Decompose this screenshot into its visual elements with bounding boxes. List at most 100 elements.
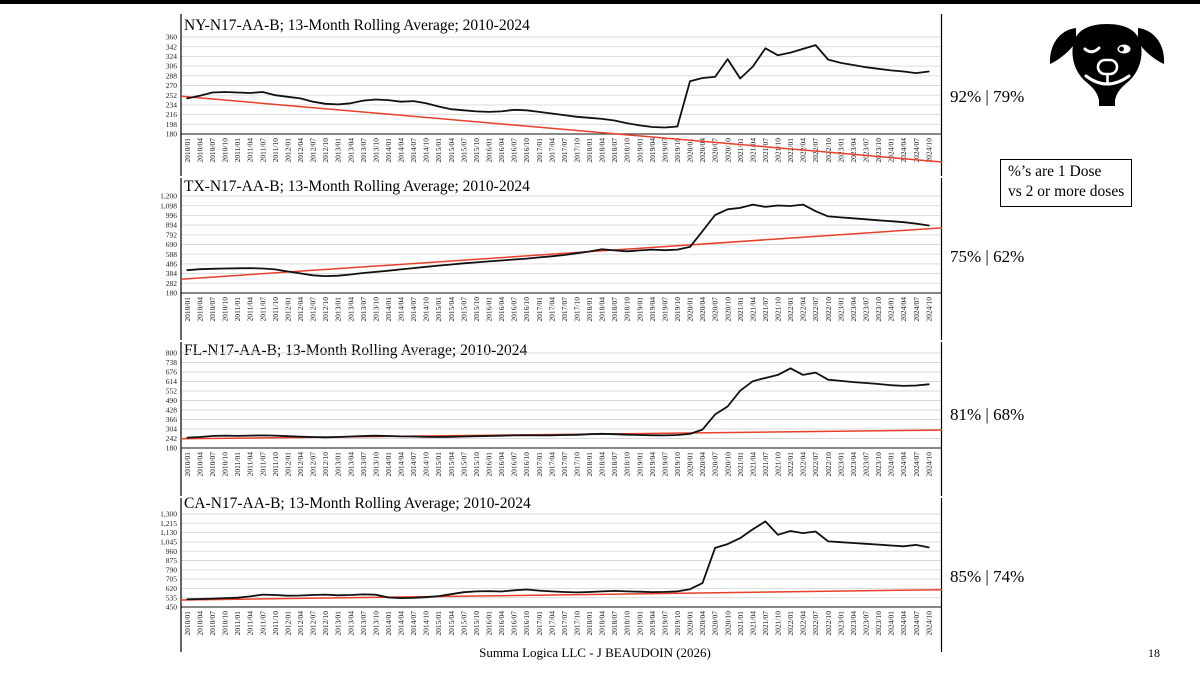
x-tick-label: 2022/10 bbox=[824, 138, 833, 163]
y-tick-label: 1,045 bbox=[160, 538, 177, 547]
x-tick-label: 2019/04 bbox=[648, 611, 657, 636]
x-tick-label: 2014/01 bbox=[384, 297, 393, 322]
x-tick-label: 2014/07 bbox=[409, 452, 418, 477]
x-tick-label: 2016/04 bbox=[497, 452, 506, 477]
x-tick-label: 2015/07 bbox=[459, 452, 468, 477]
x-tick-label: 2022/04 bbox=[799, 611, 808, 636]
x-tick-label: 2020/10 bbox=[723, 611, 732, 636]
y-tick-label: 588 bbox=[166, 250, 178, 259]
x-tick-label: 2019/04 bbox=[648, 138, 657, 163]
chart-title-ny: NY-N17-AA-B; 13-Month Rolling Average; 2… bbox=[184, 17, 530, 34]
x-tick-label: 2017/10 bbox=[572, 611, 581, 636]
x-tick-label: 2013/10 bbox=[371, 297, 380, 322]
x-tick-label: 2017/04 bbox=[547, 297, 556, 322]
x-tick-label: 2023/10 bbox=[874, 611, 883, 636]
x-tick-label: 2012/10 bbox=[321, 611, 330, 636]
percent-label-ny: 92% | 79% bbox=[950, 87, 1025, 106]
y-tick-label: 996 bbox=[166, 211, 178, 220]
x-tick-label: 2021/10 bbox=[774, 297, 783, 322]
chart-title-tx: TX-N17-AA-B; 13-Month Rolling Average; 2… bbox=[184, 178, 530, 195]
x-tick-label: 2023/07 bbox=[861, 138, 870, 163]
x-tick-label: 2016/04 bbox=[497, 297, 506, 322]
x-tick-label: 2014/04 bbox=[397, 138, 406, 163]
x-tick-label: 2023/04 bbox=[849, 297, 858, 322]
x-tick-label: 2021/07 bbox=[761, 452, 770, 477]
x-tick-label: 2015/10 bbox=[472, 138, 481, 163]
x-tick-label: 2015/10 bbox=[472, 452, 481, 477]
x-tick-label: 2011/10 bbox=[271, 452, 280, 477]
x-tick-label: 2012/10 bbox=[321, 297, 330, 322]
x-tick-label: 2012/07 bbox=[309, 297, 318, 322]
trend-line bbox=[180, 588, 943, 601]
x-tick-label: 2017/07 bbox=[560, 138, 569, 163]
y-tick-label: 552 bbox=[166, 387, 178, 396]
y-tick-label: 428 bbox=[166, 406, 178, 415]
x-tick-label: 2018/04 bbox=[598, 297, 607, 322]
x-tick-label: 2018/01 bbox=[585, 138, 594, 163]
x-tick-label: 2023/01 bbox=[836, 138, 845, 163]
x-tick-label: 2023/07 bbox=[861, 611, 870, 636]
y-tick-label: 790 bbox=[166, 565, 178, 574]
x-tick-label: 2024/04 bbox=[899, 611, 908, 636]
x-tick-label: 2011/04 bbox=[246, 611, 255, 636]
x-tick-label: 2020/04 bbox=[698, 297, 707, 322]
x-tick-label: 2017/01 bbox=[535, 452, 544, 477]
x-tick-label: 2014/10 bbox=[422, 452, 431, 477]
x-tick-label: 2019/01 bbox=[635, 611, 644, 636]
x-tick-label: 2011/01 bbox=[233, 611, 242, 636]
x-tick-label: 2018/07 bbox=[610, 138, 619, 163]
x-tick-label: 2013/01 bbox=[334, 138, 343, 163]
x-tick-label: 2021/01 bbox=[736, 138, 745, 163]
x-tick-label: 2023/01 bbox=[836, 297, 845, 322]
x-tick-label: 2023/04 bbox=[849, 138, 858, 163]
x-tick-label: 2013/07 bbox=[359, 611, 368, 636]
x-tick-label: 2018/01 bbox=[585, 611, 594, 636]
percent-label-tx: 75% | 62% bbox=[950, 247, 1025, 266]
x-tick-label: 2014/07 bbox=[409, 138, 418, 163]
x-tick-label: 2022/04 bbox=[799, 297, 808, 322]
y-tick-label: 792 bbox=[166, 230, 178, 239]
x-tick-label: 2010/07 bbox=[208, 297, 217, 322]
x-tick-label: 2024/04 bbox=[899, 297, 908, 322]
x-tick-label: 2020/04 bbox=[698, 138, 707, 163]
x-tick-label: 2020/10 bbox=[723, 452, 732, 477]
y-tick-label: 1,130 bbox=[160, 528, 177, 537]
x-tick-label: 2010/10 bbox=[221, 138, 230, 163]
x-tick-label: 2023/07 bbox=[861, 452, 870, 477]
x-tick-label: 2013/07 bbox=[359, 297, 368, 322]
x-tick-label: 2012/10 bbox=[321, 138, 330, 163]
winking-dog-icon bbox=[1049, 24, 1165, 106]
page-number: 18 bbox=[1148, 646, 1160, 660]
x-tick-label: 2020/07 bbox=[711, 297, 720, 322]
x-tick-label: 2018/10 bbox=[623, 611, 632, 636]
x-tick-label: 2010/10 bbox=[221, 297, 230, 322]
y-tick-label: 288 bbox=[166, 71, 178, 80]
x-tick-label: 2012/04 bbox=[296, 138, 305, 163]
y-tick-label: 242 bbox=[166, 434, 178, 443]
y-tick-label: 705 bbox=[166, 575, 178, 584]
data-series-line bbox=[186, 203, 930, 278]
x-tick-label: 2018/04 bbox=[598, 138, 607, 163]
y-tick-label: 198 bbox=[166, 120, 178, 129]
x-tick-label: 2018/07 bbox=[610, 297, 619, 322]
x-tick-label: 2021/01 bbox=[736, 611, 745, 636]
x-tick-label: 2014/04 bbox=[397, 611, 406, 636]
x-tick-label: 2017/01 bbox=[535, 297, 544, 322]
chart-title-fl: FL-N17-AA-B; 13-Month Rolling Average; 2… bbox=[184, 342, 528, 359]
x-tick-label: 2023/04 bbox=[849, 452, 858, 477]
x-tick-label: 2013/01 bbox=[334, 611, 343, 636]
line-chart-ca: 1,3001,2151,1301,04596087579070562053545… bbox=[160, 498, 943, 652]
x-tick-label: 2017/01 bbox=[535, 611, 544, 636]
x-tick-label: 2017/07 bbox=[560, 452, 569, 477]
trend-line bbox=[180, 227, 943, 280]
x-tick-label: 2012/04 bbox=[296, 297, 305, 322]
x-tick-label: 2021/04 bbox=[748, 297, 757, 322]
x-tick-label: 2015/07 bbox=[459, 297, 468, 322]
x-tick-label: 2016/10 bbox=[522, 452, 531, 477]
x-tick-label: 2022/10 bbox=[824, 452, 833, 477]
data-series-line bbox=[186, 520, 930, 601]
x-tick-label: 2010/01 bbox=[183, 611, 192, 636]
x-tick-label: 2020/01 bbox=[686, 138, 695, 163]
x-tick-label: 2016/07 bbox=[510, 611, 519, 636]
top-black-bar bbox=[0, 0, 1200, 4]
